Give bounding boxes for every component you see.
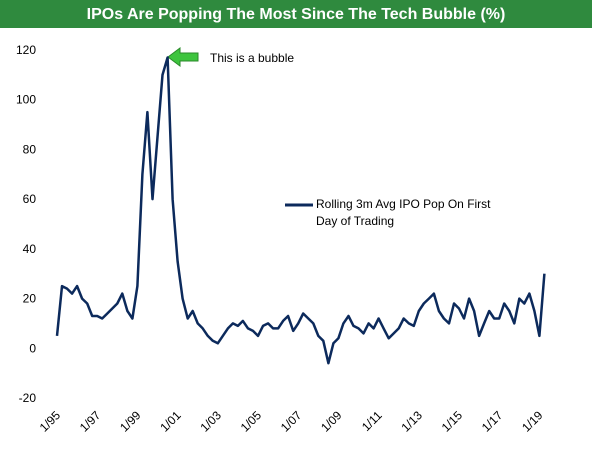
y-tick-label: -20 (19, 391, 37, 405)
y-tick-label: 100 (16, 93, 36, 107)
annotation: This is a bubble (210, 51, 294, 65)
legend-label: Rolling 3m Avg IPO Pop On First Day of T… (316, 197, 491, 228)
title-bar (0, 0, 592, 28)
y-tick-label: 20 (23, 292, 37, 306)
x-tick-label: 1/03 (198, 408, 225, 435)
y-tick-label: 40 (23, 242, 37, 256)
x-tick-label: 1/13 (399, 408, 426, 435)
x-tick-label: 1/01 (157, 408, 184, 435)
arrow (167, 47, 199, 67)
y-tick-label: 0 (29, 341, 36, 355)
x-tick-label: 1/15 (439, 408, 466, 435)
y-tick-label: 60 (23, 192, 37, 206)
y-tick-label: 120 (16, 43, 36, 57)
x-tick-label: 1/11 (359, 408, 385, 434)
y-tick-label: 80 (23, 142, 37, 156)
series-line (55, 56, 546, 365)
x-tick-label: 1/99 (117, 408, 144, 435)
x-tick-label: 1/07 (278, 408, 305, 435)
legend: Rolling 3m Avg IPO Pop On First Day of T… (316, 197, 491, 228)
x-tick-label: 1/09 (318, 408, 345, 435)
x-tick-label: 1/17 (479, 408, 506, 435)
chart-title: IPOs Are Popping The Most Since The Tech… (87, 6, 506, 23)
x-tick-label: 1/19 (519, 408, 546, 435)
x-tick-label: 1/95 (37, 408, 64, 435)
x-tick-label: 1/97 (77, 408, 104, 435)
x-tick-label: 1/05 (238, 408, 265, 435)
